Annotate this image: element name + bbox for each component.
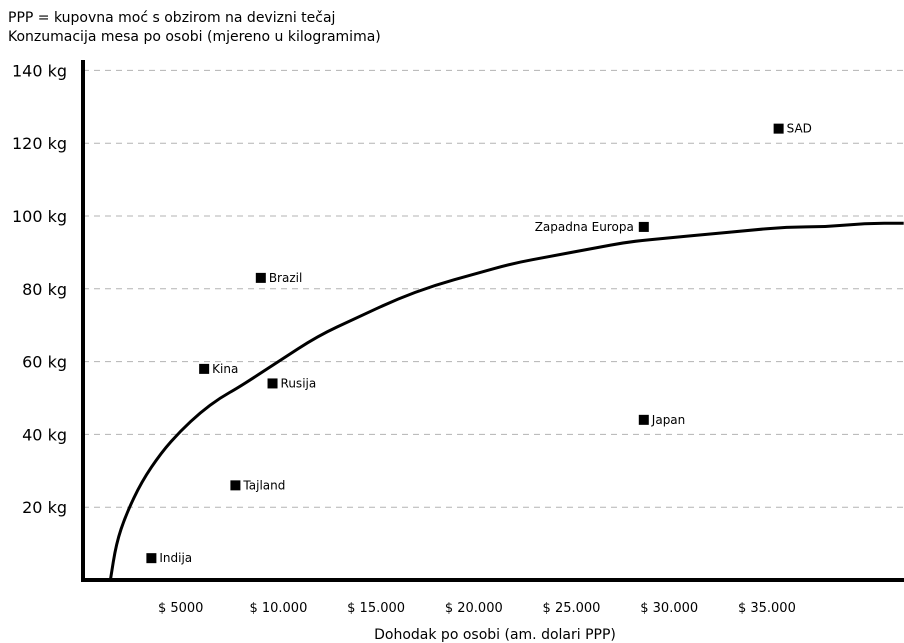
data-point-label-rusija: Rusija: [281, 376, 317, 390]
x-tick-label-5000: $ 5000: [158, 601, 204, 616]
data-point-label-zapadna-europa: Zapadna Europa: [535, 220, 634, 234]
x-axis-label: Dohodak po osobi (am. dolari PPP): [374, 627, 616, 643]
x-tick-label-35000: $ 35.000: [738, 601, 796, 616]
data-point-indija: [146, 553, 157, 564]
data-point-sad: [773, 123, 784, 134]
grid-lines: [83, 69, 904, 508]
trend-curve: [108, 221, 904, 581]
data-point-rusija: [267, 378, 278, 389]
data-point-japan: [638, 414, 649, 425]
y-tick-label-120: 120 kg: [12, 134, 67, 153]
y-tick-label-80: 80 kg: [22, 280, 67, 299]
x-tick-label-15000: $ 15.000: [347, 601, 405, 616]
x-tick-label-20000: $ 20.000: [445, 601, 503, 616]
y-tick-label-60: 60 kg: [22, 353, 67, 372]
data-point-label-tajland: Tajland: [242, 478, 285, 492]
data-point-brazil: [255, 272, 266, 283]
y-tick-label-100: 100 kg: [12, 207, 67, 226]
data-point-tajland: [230, 480, 241, 491]
x-tick-label-30000: $ 30.000: [640, 601, 698, 616]
x-tick-label-10000: $ 10.000: [249, 601, 307, 616]
y-tick-labels: 20 kg 40 kg 60 kg 80 kg 100 kg 120 kg 140 kg: [12, 61, 67, 517]
data-points: Indija Tajland Kina Rusija Brazil Japan Zapadn…: [146, 122, 812, 565]
y-tick-label-40: 40 kg: [22, 425, 67, 444]
data-point-kina: [199, 363, 210, 374]
note-meat-consumption: Konzumacija mesa po osobi (mjereno u kil…: [8, 29, 381, 45]
data-point-label-brazil: Brazil: [269, 271, 303, 285]
data-point-label-japan: Japan: [651, 413, 685, 427]
data-point-label-sad: SAD: [787, 122, 812, 136]
y-tick-label-140: 140 kg: [12, 61, 67, 80]
x-tick-label-25000: $ 25.000: [543, 601, 601, 616]
data-point-label-kina: Kina: [212, 362, 238, 376]
data-point-zapadna-europa: [638, 221, 649, 232]
x-tick-labels: $ 5000 $ 10.000 $ 15.000 $ 20.000 $ 25.000 $ …: [158, 601, 796, 616]
note-ppp: PPP = kupovna moć s obzirom na devizni t…: [8, 10, 335, 26]
data-point-label-indija: Indija: [159, 551, 192, 565]
y-tick-label-20: 20 kg: [22, 498, 67, 517]
